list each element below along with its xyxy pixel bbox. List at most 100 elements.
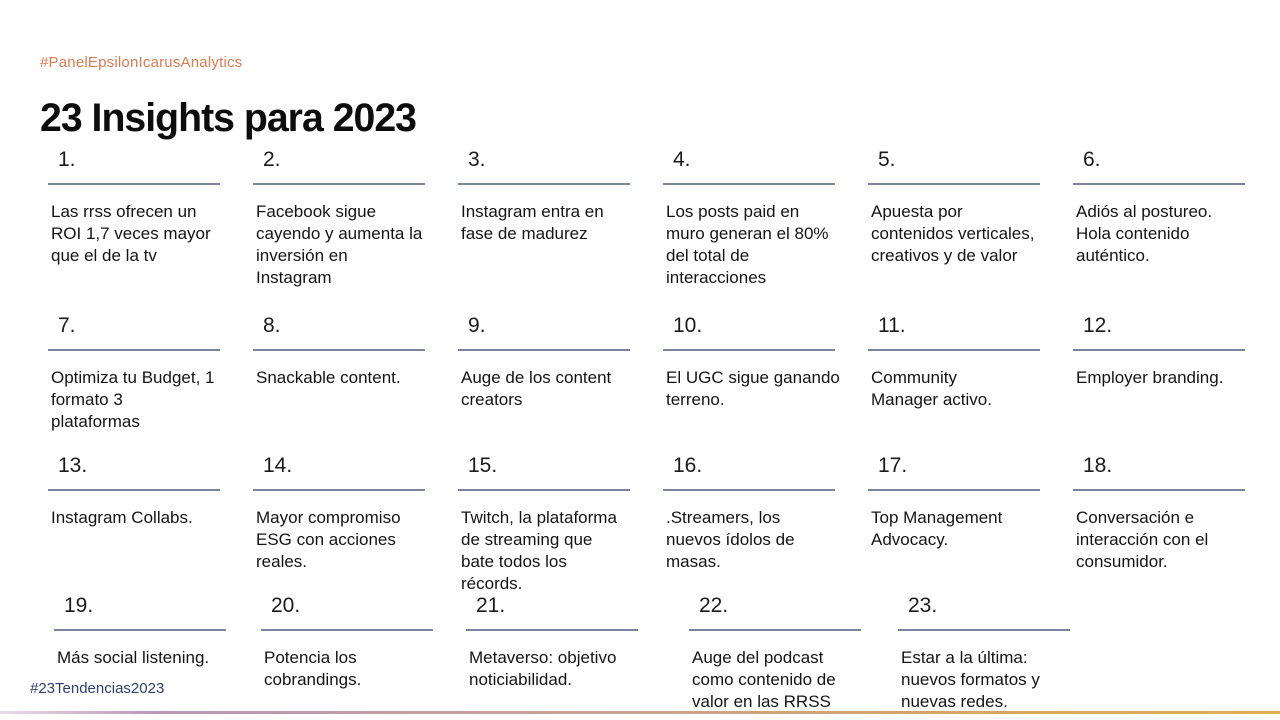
insight-underline xyxy=(689,629,861,631)
insight-underline xyxy=(868,349,1040,351)
insight-text: Auge de los content creators xyxy=(461,368,612,409)
insight-underline xyxy=(54,629,226,631)
insight-underline xyxy=(253,183,425,185)
insight-text: Employer branding. xyxy=(1076,368,1224,387)
bottom-hashtag: #23Tendencias2023 xyxy=(30,680,165,697)
insight-number: 5. xyxy=(878,148,896,171)
insights-row-3: 13. Instagram Collabs. 14. Mayor comprom… xyxy=(48,454,1280,595)
insight-text: Adiós al postureo. Hola contenido autént… xyxy=(1076,202,1213,265)
insight-underline xyxy=(466,629,638,631)
insight-text: Metaverso: objetivo noticiabilidad. xyxy=(469,648,617,689)
insight-number: 11. xyxy=(878,314,906,337)
insight-text: Los posts paid en muro generan el 80% de… xyxy=(666,202,829,287)
insight-item-21: 21. Metaverso: objetivo noticiabilidad. xyxy=(466,594,671,713)
insight-number: 10. xyxy=(673,314,703,337)
insight-underline xyxy=(1073,183,1245,185)
insight-item-11: 11. Community Manager activo. xyxy=(868,314,1073,433)
insight-number: 18. xyxy=(1083,454,1113,477)
insight-text: Mayor compromiso ESG con acciones reales… xyxy=(256,508,401,571)
insight-item-9: 9. Auge de los content creators xyxy=(458,314,663,433)
insights-row-1: 1. Las rrss ofrecen un ROI 1,7 veces may… xyxy=(48,148,1280,289)
insight-item-5: 5. Apuesta por contenidos verticales, cr… xyxy=(868,148,1073,289)
insight-text: Facebook sigue cayendo y aumenta la inve… xyxy=(256,202,423,287)
insight-underline xyxy=(898,629,1070,631)
insight-item-12: 12. Employer branding. xyxy=(1073,314,1278,433)
insight-item-2: 2. Facebook sigue cayendo y aumenta la i… xyxy=(253,148,458,289)
insight-underline xyxy=(663,183,835,185)
insight-underline xyxy=(868,183,1040,185)
insight-underline xyxy=(48,489,220,491)
insight-underline xyxy=(261,629,433,631)
insight-underline xyxy=(253,489,425,491)
insight-underline xyxy=(48,183,220,185)
insight-number: 21. xyxy=(476,594,506,617)
insight-number: 4. xyxy=(673,148,691,171)
insight-item-17: 17. Top Management Advocacy. xyxy=(868,454,1073,595)
insight-underline xyxy=(253,349,425,351)
insight-number: 3. xyxy=(468,148,486,171)
insight-text: Top Management Advocacy. xyxy=(871,508,1003,549)
footer-gradient-line xyxy=(0,711,1280,714)
insight-item-3: 3. Instagram entra en fase de madurez xyxy=(458,148,663,289)
insight-number: 13. xyxy=(58,454,88,477)
insight-number: 2. xyxy=(263,148,281,171)
insight-text: Auge del podcast como contenido de valor… xyxy=(692,648,836,711)
insight-number: 14. xyxy=(263,454,293,477)
insight-item-19: 19. Más social listening. xyxy=(54,594,259,713)
insight-underline xyxy=(1073,349,1245,351)
insight-underline xyxy=(663,489,835,491)
insight-item-15: 15. Twitch, la plataforma de streaming q… xyxy=(458,454,663,595)
insight-underline xyxy=(458,183,630,185)
insight-text: Conversación e interacción con el consum… xyxy=(1076,508,1209,571)
insight-item-20: 20. Potencia los cobrandings. xyxy=(261,594,466,713)
insight-text: Potencia los cobrandings. xyxy=(264,648,362,689)
insight-text: Instagram Collabs. xyxy=(51,508,193,527)
insight-underline xyxy=(458,489,630,491)
insight-item-14: 14. Mayor compromiso ESG con acciones re… xyxy=(253,454,458,595)
insight-text: Optimiza tu Budget, 1 formato 3 platafor… xyxy=(51,368,215,431)
insight-item-1: 1. Las rrss ofrecen un ROI 1,7 veces may… xyxy=(48,148,253,289)
insight-item-22: 22. Auge del podcast como contenido de v… xyxy=(689,594,894,713)
insight-number: 23. xyxy=(908,594,938,617)
insight-text: Twitch, la plataforma de streaming que b… xyxy=(461,508,617,593)
insight-item-16: 16. .Streamers, los nuevos ídolos de mas… xyxy=(663,454,868,595)
insight-number: 6. xyxy=(1083,148,1101,171)
top-hashtag: #PanelEpsilonIcarusAnalytics xyxy=(40,54,243,71)
insight-text: Más social listening. xyxy=(57,648,210,667)
insights-row-2: 7. Optimiza tu Budget, 1 formato 3 plata… xyxy=(48,314,1280,433)
insight-item-8: 8. Snackable content. xyxy=(253,314,458,433)
insight-number: 19. xyxy=(64,594,94,617)
insight-underline xyxy=(48,349,220,351)
insight-text: Estar a la última: nuevos formatos y nue… xyxy=(901,648,1040,711)
insight-number: 12. xyxy=(1083,314,1113,337)
insight-text: Apuesta por contenidos verticales, creat… xyxy=(871,202,1035,265)
insight-text: .Streamers, los nuevos ídolos de masas. xyxy=(666,508,795,571)
insight-number: 22. xyxy=(699,594,729,617)
insight-number: 8. xyxy=(263,314,281,337)
insights-row-4: 19. Más social listening. 20. Potencia l… xyxy=(48,594,1280,713)
insight-underline xyxy=(1073,489,1245,491)
insight-number: 1. xyxy=(58,148,76,171)
insight-underline xyxy=(458,349,630,351)
insight-underline xyxy=(663,349,835,351)
insight-number: 15. xyxy=(468,454,498,477)
insight-text: Community Manager activo. xyxy=(871,368,992,409)
insight-item-4: 4. Los posts paid en muro generan el 80%… xyxy=(663,148,868,289)
insight-number: 7. xyxy=(58,314,76,337)
insight-text: El UGC sigue ganando terreno. xyxy=(666,368,840,409)
insight-number: 16. xyxy=(673,454,703,477)
insight-number: 9. xyxy=(468,314,486,337)
insight-item-10: 10. El UGC sigue ganando terreno. xyxy=(663,314,868,433)
insight-item-6: 6. Adiós al postureo. Hola contenido aut… xyxy=(1073,148,1278,289)
insight-item-18: 18. Conversación e interacción con el co… xyxy=(1073,454,1278,595)
insight-item-23: 23. Estar a la última: nuevos formatos y… xyxy=(898,594,1103,713)
insight-item-7: 7. Optimiza tu Budget, 1 formato 3 plata… xyxy=(48,314,253,433)
insight-text: Snackable content. xyxy=(256,368,401,387)
insight-text: Instagram entra en fase de madurez xyxy=(461,202,604,243)
insight-text: Las rrss ofrecen un ROI 1,7 veces mayor … xyxy=(51,202,211,265)
insight-number: 20. xyxy=(271,594,301,617)
insight-number: 17. xyxy=(878,454,908,477)
insight-underline xyxy=(868,489,1040,491)
page-title: 23 Insights para 2023 xyxy=(40,96,417,140)
insight-item-13: 13. Instagram Collabs. xyxy=(48,454,253,595)
